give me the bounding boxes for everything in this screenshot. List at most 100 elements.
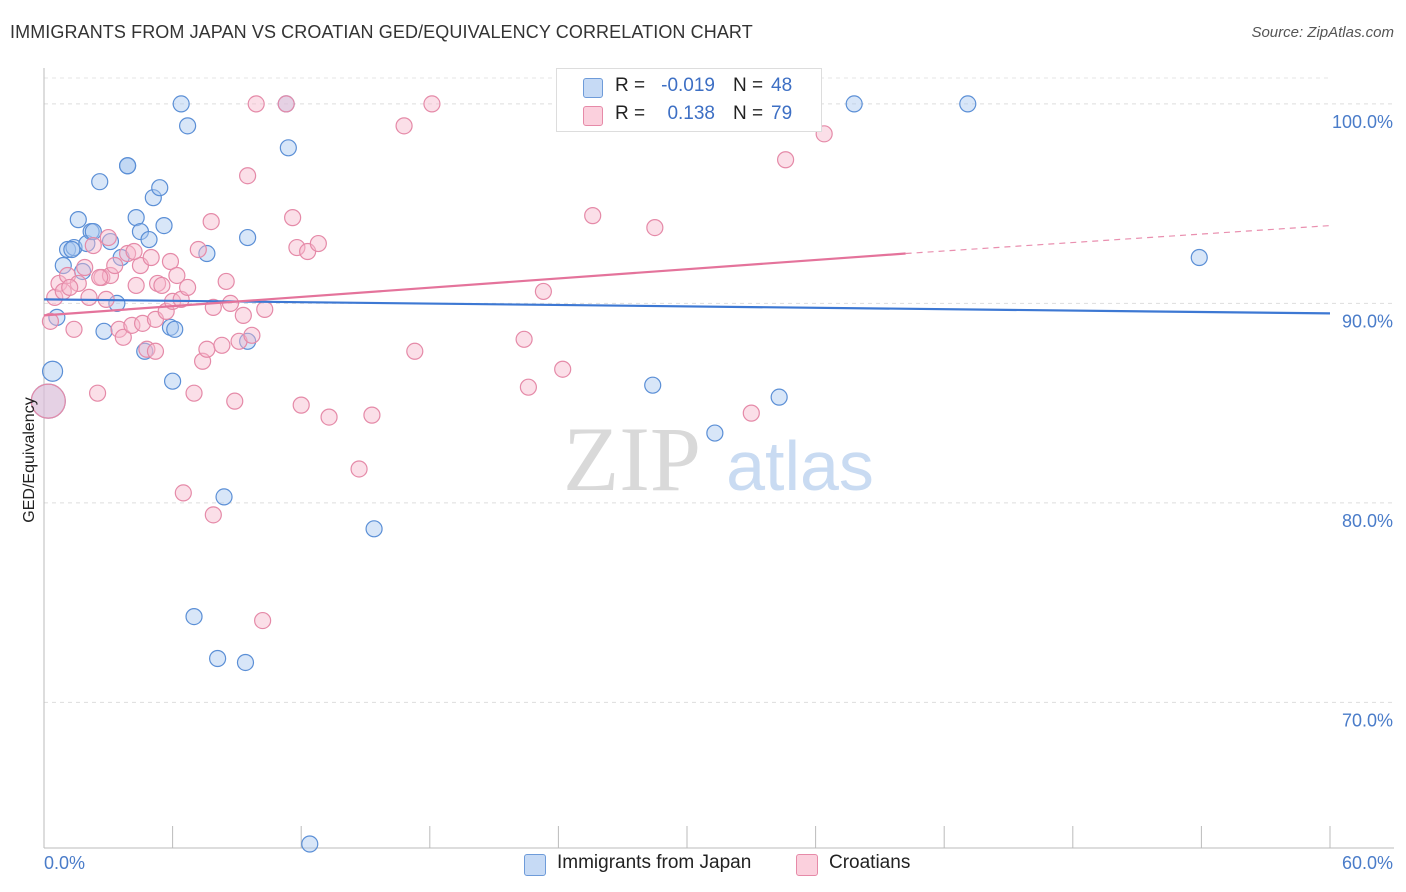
data-point	[959, 95, 977, 113]
legend-swatch-japan	[524, 854, 546, 876]
chart-source: Source: ZipAtlas.com	[1251, 24, 1394, 41]
data-point	[239, 228, 257, 247]
data-point	[350, 460, 368, 478]
data-point	[288, 238, 306, 257]
data-point	[88, 384, 107, 402]
data-point	[519, 378, 537, 396]
data-point	[277, 95, 295, 113]
data-point	[395, 117, 413, 135]
data-point	[284, 209, 302, 227]
y-tick-label: 90.0%	[1342, 311, 1393, 331]
stats-box: R = -0.019 N = 48 R = 0.138 N = 79	[556, 68, 822, 132]
data-point	[213, 336, 231, 354]
data-point	[110, 320, 128, 338]
data-point	[247, 95, 265, 113]
data-point	[584, 207, 602, 225]
data-point	[644, 376, 662, 394]
stats-n-value: 48	[771, 75, 793, 96]
data-point	[217, 272, 235, 291]
watermark-atlas: atlas	[726, 427, 874, 505]
data-point	[155, 216, 173, 235]
data-point	[515, 330, 533, 348]
data-point	[144, 189, 162, 207]
data-point	[99, 228, 117, 247]
stats-n-value: 79	[771, 103, 793, 124]
data-point	[363, 406, 381, 424]
data-point	[151, 179, 169, 197]
data-point	[646, 218, 664, 237]
data-point	[101, 266, 120, 285]
data-point	[179, 117, 197, 135]
stats-r-label: R =	[615, 75, 646, 96]
data-point	[179, 278, 197, 297]
data-point	[118, 157, 137, 175]
data-point	[146, 342, 165, 360]
data-point	[91, 268, 109, 287]
data-point	[127, 209, 145, 227]
data-point	[84, 222, 102, 241]
data-point	[69, 211, 87, 229]
data-point	[256, 300, 274, 318]
data-point	[30, 383, 66, 419]
data-point	[204, 506, 222, 524]
data-point	[127, 276, 145, 295]
watermark-zip: ZIP	[563, 408, 701, 510]
data-point	[209, 649, 227, 668]
y-tick-label: 80.0%	[1342, 511, 1393, 531]
data-point	[185, 384, 203, 402]
chart-title: IMMIGRANTS FROM JAPAN VS CROATIAN GED/EQ…	[10, 22, 753, 42]
trend-line-extension	[905, 224, 1331, 255]
data-point	[174, 484, 192, 502]
data-point	[69, 274, 87, 293]
data-point	[406, 342, 424, 360]
stats-swatch-croatians	[583, 106, 603, 126]
data-point	[41, 360, 64, 382]
data-point	[1190, 248, 1208, 267]
data-point	[185, 607, 203, 626]
data-point	[226, 392, 244, 410]
data-point	[423, 95, 441, 113]
data-point	[309, 234, 327, 253]
data-point	[54, 256, 72, 275]
trend-line	[43, 252, 906, 317]
data-point	[164, 372, 182, 390]
data-point	[534, 282, 552, 301]
legend-label-japan: Immigrants from Japan	[557, 852, 752, 873]
data-point	[742, 404, 760, 422]
data-point	[76, 258, 94, 277]
data-point	[320, 408, 338, 426]
data-point	[279, 139, 297, 157]
legend-label-croatians: Croatians	[829, 852, 911, 873]
data-point	[706, 424, 724, 442]
data-point	[63, 240, 81, 259]
data-point	[198, 340, 216, 358]
data-point	[61, 278, 79, 297]
data-point	[365, 520, 383, 538]
data-point	[770, 388, 788, 406]
data-point	[166, 320, 184, 338]
data-point	[65, 320, 83, 338]
data-point	[301, 835, 319, 853]
data-point	[46, 288, 64, 307]
data-point	[123, 316, 141, 334]
data-point	[243, 326, 261, 344]
y-tick-label: 70.0%	[1342, 710, 1393, 730]
data-point	[198, 244, 216, 263]
data-point	[133, 314, 152, 332]
data-point	[118, 244, 137, 263]
stats-r-value: -0.019	[661, 75, 715, 96]
data-point	[41, 312, 60, 330]
trend-line	[43, 298, 1331, 315]
data-point	[153, 276, 171, 295]
data-point	[254, 611, 272, 630]
y-axis-label: GED/Equivalency	[21, 397, 38, 522]
data-point	[845, 95, 863, 113]
stats-r-value: 0.138	[667, 103, 715, 124]
data-point	[776, 151, 795, 169]
legend-swatch-croatians	[796, 854, 818, 876]
x-tick-label: 60.0%	[1342, 853, 1393, 873]
y-tick-label: 100.0%	[1332, 112, 1393, 132]
data-point	[189, 240, 207, 259]
data-point	[215, 488, 233, 506]
